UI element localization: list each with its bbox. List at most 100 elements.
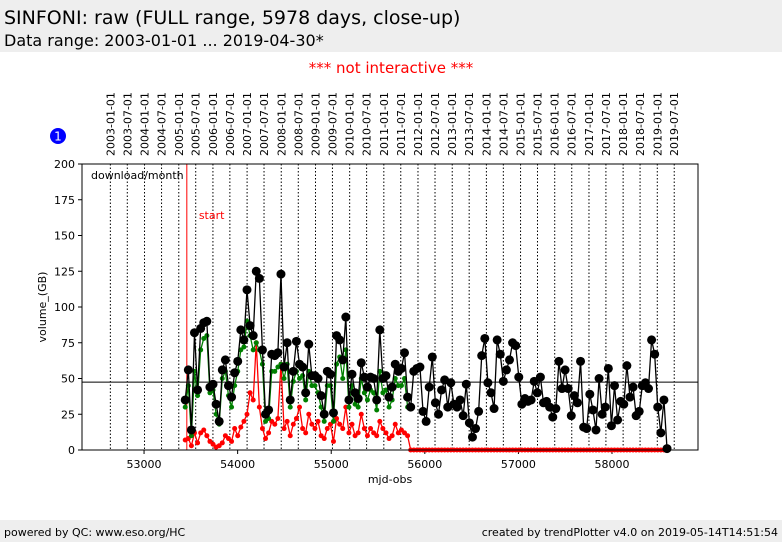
x-tick-label: 57000	[501, 458, 536, 471]
data-point	[301, 388, 311, 398]
date-tick-label: 2012-07-01	[429, 92, 442, 156]
data-point	[594, 374, 604, 383]
data-point	[321, 418, 327, 424]
data-point	[535, 372, 545, 382]
data-point	[275, 416, 281, 422]
data-point	[330, 438, 336, 444]
date-tick-label: 2014-07-01	[497, 92, 510, 156]
data-point	[446, 378, 456, 388]
footer-left: powered by QC: www.eso.org/HC	[4, 526, 186, 539]
data-point	[383, 430, 389, 436]
annotation: download/month	[91, 169, 184, 182]
data-point	[619, 399, 629, 409]
y-tick-label: 150	[54, 230, 75, 243]
data-point	[526, 395, 536, 405]
data-point	[337, 421, 343, 427]
data-point	[433, 409, 443, 419]
data-point	[303, 397, 309, 403]
date-tick-label: 2019-07-01	[668, 92, 681, 156]
data-point	[375, 325, 385, 335]
data-point	[241, 418, 247, 424]
data-point	[572, 398, 582, 408]
data-point	[372, 395, 382, 405]
date-tick-label: 2010-07-01	[361, 92, 374, 156]
data-point	[603, 363, 613, 373]
footer-right: created by trendPlotter v4.0 on 2019-05-…	[482, 526, 778, 539]
data-point	[315, 418, 321, 424]
date-tick-label: 2003-01-01	[104, 92, 117, 156]
data-point	[415, 362, 425, 372]
y-axis-label: volume_(GB)	[36, 272, 49, 343]
data-point	[282, 338, 292, 348]
data-point	[386, 404, 392, 410]
date-tick-label: 2009-07-01	[326, 92, 339, 156]
data-point	[188, 443, 194, 449]
y-tick-label: 175	[54, 194, 75, 207]
data-point	[211, 399, 221, 409]
data-point	[296, 404, 302, 410]
date-tick-label: 2008-01-01	[275, 92, 288, 156]
data-point	[316, 391, 326, 401]
data-point	[650, 349, 660, 359]
data-point	[325, 369, 335, 379]
data-point	[437, 385, 447, 395]
y-tick-label: 100	[54, 301, 75, 314]
subtitle: Data range: 2003-01-01 ... 2019-04-30*	[4, 31, 324, 50]
date-tick-label: 2004-01-01	[139, 92, 152, 156]
data-point	[229, 438, 235, 444]
data-point	[180, 395, 190, 405]
data-point	[374, 433, 380, 439]
data-point	[643, 384, 653, 394]
data-point	[202, 316, 212, 326]
date-tick-label: 2013-07-01	[463, 92, 476, 156]
data-point	[290, 421, 296, 427]
data-point	[613, 415, 623, 425]
data-point	[495, 349, 505, 359]
date-tick-label: 2007-01-01	[241, 92, 254, 156]
date-tick-label: 2008-07-01	[292, 92, 305, 156]
data-point	[355, 430, 361, 436]
data-point	[622, 361, 632, 371]
data-point	[474, 406, 484, 416]
data-point	[387, 382, 397, 392]
date-tick-label: 2016-01-01	[549, 92, 562, 156]
data-point	[364, 397, 370, 403]
data-point	[340, 376, 346, 381]
date-tick-label: 2017-01-01	[583, 92, 596, 156]
data-point	[424, 382, 434, 392]
x-tick-label: 58000	[594, 458, 629, 471]
data-point	[321, 436, 327, 442]
data-point	[353, 394, 363, 404]
data-point	[346, 404, 352, 410]
data-point	[313, 374, 323, 383]
data-point	[600, 402, 610, 412]
data-point	[480, 333, 490, 343]
data-point	[328, 408, 338, 418]
data-point	[242, 285, 252, 295]
title: SINFONI: raw (FULL range, 5978 days, clo…	[4, 7, 460, 29]
data-point	[461, 379, 471, 389]
notice: *** not interactive ***	[309, 59, 474, 77]
data-point	[340, 426, 346, 432]
data-point	[256, 404, 262, 410]
data-point	[193, 385, 203, 395]
date-tick-label: 2005-07-01	[190, 92, 203, 156]
data-point	[659, 395, 669, 405]
data-point	[182, 404, 188, 410]
header-band	[0, 0, 782, 52]
data-point	[359, 372, 369, 382]
data-point	[361, 426, 367, 432]
data-point	[597, 409, 607, 419]
data-point	[569, 391, 579, 401]
data-point	[662, 444, 672, 454]
data-point	[341, 312, 351, 322]
data-point	[281, 376, 287, 381]
data-point	[244, 411, 250, 417]
data-point	[201, 427, 207, 433]
data-point	[266, 430, 272, 436]
data-point	[368, 426, 374, 432]
data-point	[335, 335, 345, 345]
data-point	[324, 426, 330, 432]
data-point	[281, 426, 287, 432]
data-point	[548, 412, 558, 422]
